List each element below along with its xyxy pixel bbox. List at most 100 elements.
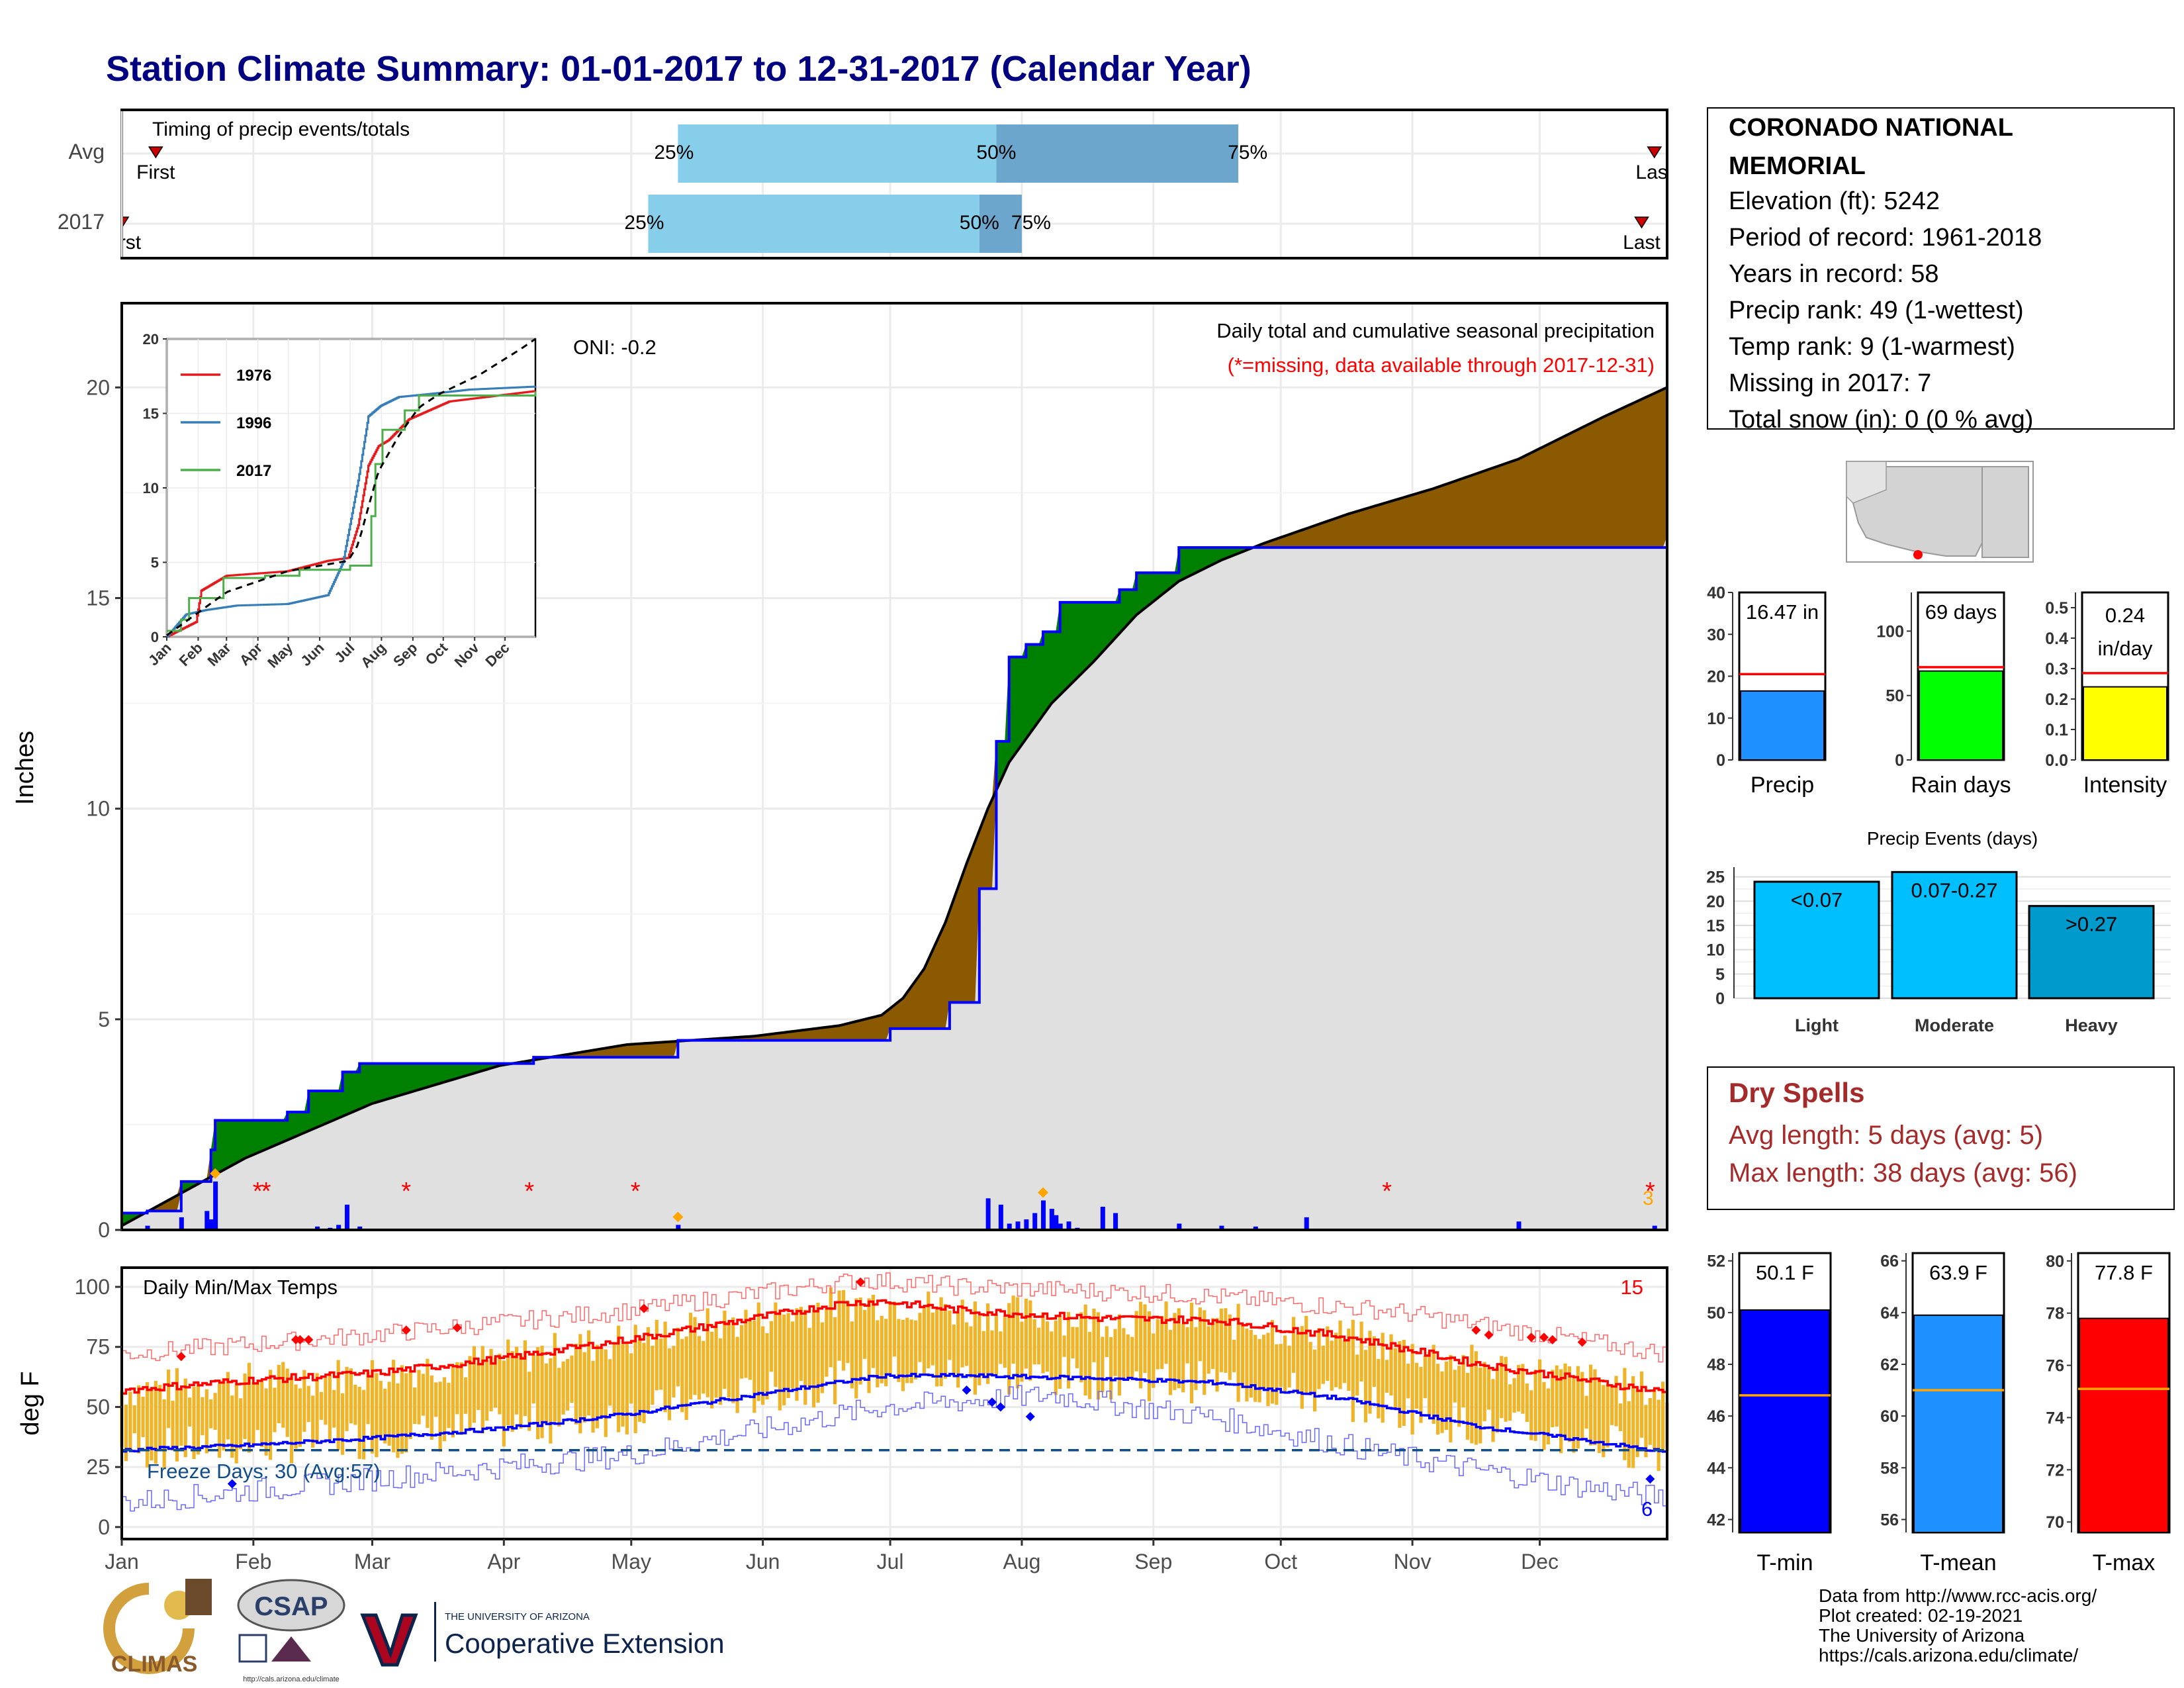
- precip-observed-line: [122, 536, 1668, 1215]
- temp-daily-bar: [1066, 1311, 1071, 1389]
- temp-daily-bar: [1423, 1356, 1427, 1399]
- temp-daily-bar: [1079, 1312, 1083, 1383]
- temp-lines: [122, 1272, 1668, 1512]
- station-line: Elevation (ft): 5242: [1729, 187, 1940, 215]
- temp-daily-bar: [765, 1333, 769, 1400]
- temp-daily-bar: [1516, 1364, 1521, 1412]
- inset-legend-label: 1976: [236, 367, 271, 385]
- credit-line-3: The University of Arizona: [1819, 1625, 2025, 1646]
- temp-daily-bar: [413, 1387, 417, 1425]
- temp-daily-bar: [141, 1397, 145, 1438]
- temp-daily-bar: [1164, 1301, 1168, 1364]
- record-low-marker: [1025, 1411, 1035, 1421]
- nevada-shape: [1846, 461, 1887, 504]
- temp-daily-bar: [638, 1336, 642, 1422]
- temp-daily-bar: [1342, 1340, 1347, 1383]
- tstat-2-tick-label: 76: [2046, 1357, 2064, 1376]
- temp-daily-bar: [1610, 1385, 1614, 1425]
- temp-daily-bar: [408, 1370, 412, 1439]
- temp-daily-bar: [565, 1358, 570, 1411]
- temp-daily-bar: [1045, 1321, 1050, 1372]
- events-bar-label: >0.27: [2066, 913, 2117, 936]
- temp-daily-bar: [1470, 1344, 1474, 1444]
- timing-q50-label: 50%: [976, 142, 1016, 164]
- temp-daily-bar: [154, 1381, 158, 1464]
- temp-daily-bar: [1657, 1399, 1661, 1472]
- temp-daily-bar: [255, 1382, 259, 1430]
- temp-daily-bar: [1261, 1335, 1266, 1389]
- temp-daily-bar: [629, 1353, 633, 1404]
- temp-daily-bar: [1486, 1368, 1491, 1410]
- temp-daily-bar: [1275, 1344, 1279, 1405]
- temp-daily-bar: [935, 1309, 939, 1387]
- temp-daily-bar: [366, 1372, 370, 1425]
- tstat-0-tick-label: 46: [1707, 1407, 1725, 1426]
- temp-daily-bar: [234, 1383, 238, 1464]
- temp-y-label: deg F: [17, 1371, 44, 1435]
- temp-daily-bar: [876, 1320, 880, 1387]
- inset-y-tick-label: 0: [151, 629, 159, 645]
- precip-y-tick-label: 20: [86, 375, 110, 399]
- tstat-2-value-label: 77.8 F: [2095, 1261, 2153, 1284]
- tstat-0-value-label: 50.1 F: [1756, 1261, 1814, 1284]
- temp-daily-bar: [498, 1354, 502, 1415]
- stat-0-tick-label: 30: [1707, 626, 1725, 644]
- stat-2-tick-label: 0.4: [2045, 630, 2068, 648]
- temp-daily-bar: [540, 1345, 544, 1438]
- missing-day-marker: *: [261, 1178, 271, 1205]
- temp-daily-bar: [956, 1313, 960, 1388]
- temp-daily-bar: [1389, 1334, 1393, 1396]
- temp-daily-bar: [379, 1380, 383, 1438]
- missing-day-marker: *: [631, 1178, 641, 1205]
- record-high-marker: [1471, 1325, 1481, 1335]
- precip-daily-bar: [1007, 1223, 1012, 1230]
- temp-daily-bar: [1143, 1304, 1147, 1373]
- temp-daily-bar: [1559, 1369, 1563, 1454]
- temp-daily-bar: [396, 1383, 400, 1458]
- temp-daily-bar: [1631, 1376, 1635, 1468]
- temp-daily-bar: [243, 1374, 247, 1439]
- temp-daily-bar: [1266, 1333, 1270, 1407]
- temp-daily-bar: [574, 1343, 578, 1425]
- tstat-1-tick-label: 66: [1880, 1252, 1899, 1271]
- temp-daily-bar: [1410, 1344, 1414, 1434]
- csap-url: http://cals.arizona.edu/climate: [243, 1675, 340, 1683]
- month-tick-label: Dec: [1521, 1550, 1559, 1573]
- temp-daily-bar: [561, 1361, 565, 1415]
- temp-daily-bar: [570, 1355, 574, 1403]
- temp-daily-bar: [1024, 1298, 1028, 1369]
- precip-daily-bar: [1049, 1209, 1054, 1230]
- temp-daily-bar: [175, 1368, 179, 1462]
- stat-1-tick-label: 50: [1886, 687, 1904, 706]
- temp-daily-bar: [663, 1321, 667, 1413]
- temp-daily-bar: [803, 1309, 807, 1405]
- temp-daily-bar: [595, 1344, 600, 1429]
- tstat-2-tick-label: 80: [2046, 1252, 2064, 1271]
- temp-daily-bar: [1491, 1379, 1495, 1442]
- temp-daily-bar: [1597, 1378, 1601, 1454]
- record-low-marker: [962, 1385, 972, 1395]
- temp-daily-bar: [978, 1315, 981, 1385]
- precip-surplus-area: [210, 1062, 517, 1177]
- stat-2-tick-label: 0.3: [2045, 660, 2068, 679]
- events-tick-label: 20: [1706, 892, 1725, 911]
- temp-daily-bar: [625, 1344, 629, 1434]
- temp-daily-bar: [1257, 1338, 1261, 1403]
- stat-1-value-label: 69 days: [1925, 600, 1997, 624]
- temp-daily-bar: [213, 1393, 217, 1430]
- temp-daily-bar: [438, 1382, 442, 1452]
- tstat-2-tick-label: 74: [2046, 1409, 2064, 1427]
- temp-daily-bar: [1661, 1382, 1665, 1452]
- temp-daily-bar: [251, 1382, 255, 1446]
- temp-daily-bar: [158, 1385, 162, 1450]
- temp-daily-bar: [421, 1374, 426, 1416]
- record-high-marker: [1547, 1335, 1557, 1344]
- temp-daily-bar: [128, 1391, 132, 1450]
- temp-daily-bar: [1308, 1342, 1312, 1396]
- temp-daily-bar: [277, 1364, 281, 1424]
- temp-daily-bar: [578, 1334, 582, 1434]
- timing-last-label: Last: [1623, 232, 1661, 254]
- ua-a-icon: [360, 1613, 418, 1667]
- temp-daily-bar: [1041, 1312, 1045, 1374]
- temp-daily-bar: [769, 1321, 774, 1372]
